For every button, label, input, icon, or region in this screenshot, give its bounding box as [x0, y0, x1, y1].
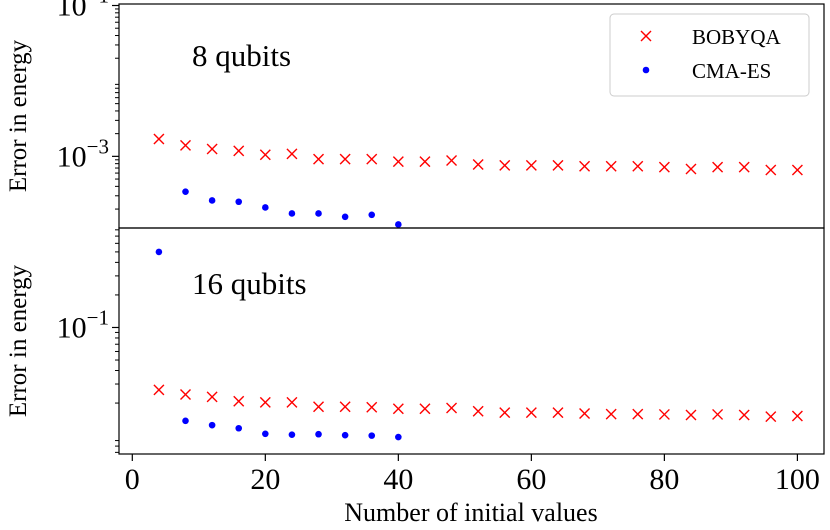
cma-es-point	[315, 210, 322, 217]
top-panel: 8 qubits Error in energy 10−1 10−3 BOBYQA…	[5, 0, 825, 229]
bobyqa-point	[791, 410, 803, 422]
top-panel-yticks: 10−1 10−3	[57, 0, 119, 210]
bobyqa-point	[552, 159, 564, 171]
bobyqa-point	[339, 401, 351, 413]
bobyqa-point	[419, 403, 431, 415]
legend-marker-bobyqa	[640, 30, 652, 42]
bottom-panel: 16 qubits Error in energy 10−1 0 20 40 60 80…	[5, 227, 825, 496]
bobyqa-point	[366, 401, 378, 413]
y-tick-label: 10−1	[57, 0, 109, 23]
cma-es-point	[341, 431, 349, 439]
bobyqa-point	[712, 161, 724, 173]
x-tick-label: 100	[775, 463, 820, 496]
bobyqa-point	[712, 408, 724, 420]
cma-es-point	[182, 417, 189, 425]
cma-es-point	[395, 433, 402, 441]
bobyqa-point	[366, 153, 378, 165]
bobyqa-point	[499, 407, 511, 419]
bobyqa-point	[233, 145, 245, 157]
bottom-panel-ylabel: Error in energy	[5, 264, 32, 417]
cma-es-point	[341, 213, 349, 221]
x-tick-label: 0	[125, 463, 140, 496]
bobyqa-point	[392, 403, 404, 415]
bottom-panel-marks	[153, 248, 803, 441]
bobyqa-point	[472, 158, 484, 170]
y-tick-label: 10−1	[57, 305, 109, 344]
bobyqa-point	[472, 405, 484, 417]
top-panel-marks	[153, 133, 803, 228]
bobyqa-point	[685, 409, 697, 421]
legend-label-bobyqa: BOBYQA	[692, 25, 782, 49]
bobyqa-point	[791, 164, 803, 176]
bobyqa-point	[446, 402, 458, 414]
bobyqa-point	[658, 161, 670, 173]
bottom-panel-yticks: 10−1	[57, 229, 119, 453]
bobyqa-point	[392, 156, 404, 168]
bobyqa-point	[579, 160, 591, 172]
cma-es-point	[395, 221, 402, 228]
cma-es-point	[208, 197, 216, 204]
bobyqa-point	[313, 153, 325, 165]
bobyqa-point	[180, 389, 192, 400]
cma-es-point	[262, 430, 269, 438]
bobyqa-point	[206, 391, 218, 403]
cma-es-point	[208, 421, 216, 429]
bobyqa-point	[499, 159, 511, 171]
bobyqa-point	[738, 409, 750, 421]
bobyqa-point	[153, 384, 165, 396]
cma-es-point	[368, 432, 376, 439]
bobyqa-point	[765, 164, 777, 176]
bobyqa-point	[259, 396, 271, 408]
bobyqa-point	[525, 159, 537, 171]
bobyqa-point	[658, 408, 670, 420]
legend-marker-cma-es	[642, 66, 650, 74]
bobyqa-point	[685, 163, 697, 175]
cma-es-point	[235, 424, 243, 432]
cma-es-point	[235, 198, 243, 206]
top-panel-ylabel: Error in energy	[5, 39, 32, 192]
bobyqa-point	[552, 407, 564, 419]
bobyqa-point	[525, 407, 537, 419]
bottom-panel-xticks: 0 20 40 60 80 100	[125, 454, 820, 496]
bobyqa-point	[259, 149, 271, 161]
bobyqa-point	[339, 153, 351, 165]
bobyqa-point	[286, 396, 298, 408]
cma-es-point	[288, 431, 296, 438]
bobyqa-point	[153, 133, 165, 145]
cma-es-point	[368, 211, 376, 219]
bobyqa-point	[632, 408, 644, 420]
cma-es-point	[262, 204, 269, 211]
bobyqa-point	[605, 160, 617, 172]
bobyqa-point	[579, 408, 591, 420]
bobyqa-point	[286, 148, 298, 160]
bobyqa-point	[313, 401, 325, 413]
bobyqa-point	[605, 408, 617, 420]
x-tick-label: 40	[383, 463, 413, 496]
cma-es-point	[182, 188, 189, 195]
bobyqa-point	[765, 411, 777, 423]
x-tick-label: 20	[250, 463, 280, 496]
cma-es-point	[288, 210, 296, 217]
x-tick-label: 80	[649, 463, 679, 496]
x-axis-label: Number of initial values	[344, 498, 597, 527]
legend-frame	[609, 13, 810, 97]
legend-label-cma-es: CMA-ES	[692, 59, 771, 83]
y-tick-label: 10−3	[57, 134, 109, 173]
cma-es-point	[155, 248, 163, 256]
bobyqa-point	[233, 395, 245, 407]
legend: BOBYQA CMA-ES	[609, 13, 810, 97]
bobyqa-point	[632, 160, 644, 172]
bottom-panel-frame	[118, 227, 825, 455]
bobyqa-point	[419, 156, 431, 168]
bobyqa-point	[738, 161, 750, 173]
bobyqa-point	[180, 139, 192, 151]
top-panel-annotation: 8 qubits	[192, 38, 291, 73]
cma-es-point	[315, 430, 322, 438]
bobyqa-point	[206, 143, 218, 155]
x-tick-label: 60	[516, 463, 546, 496]
bobyqa-point	[446, 155, 458, 167]
bottom-panel-annotation: 16 qubits	[192, 266, 307, 301]
